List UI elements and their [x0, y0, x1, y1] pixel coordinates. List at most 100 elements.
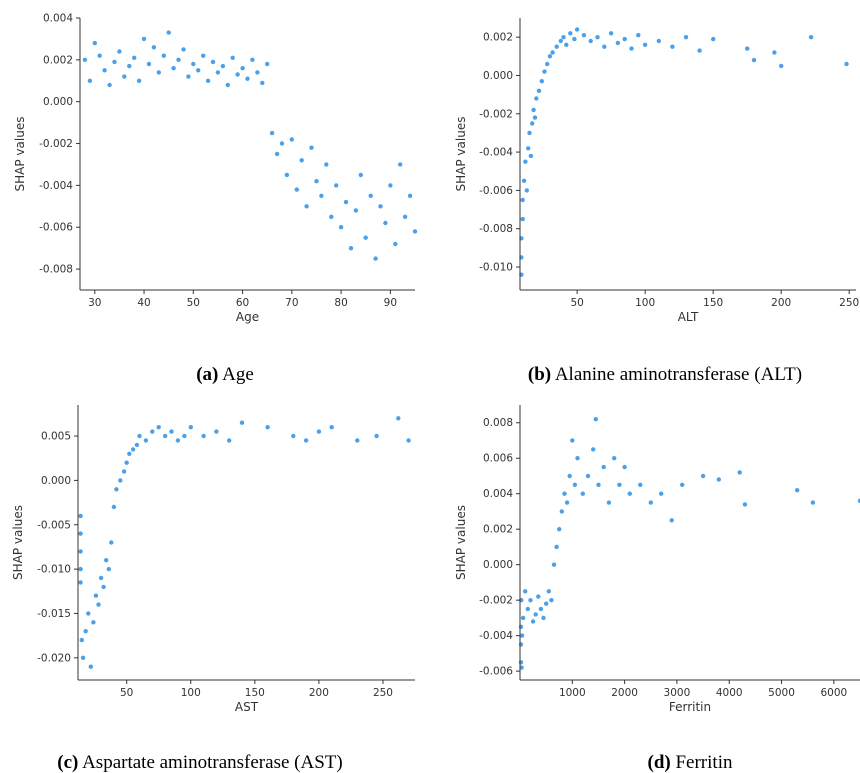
scatter-point — [533, 612, 538, 617]
scatter-point — [808, 35, 814, 40]
x-tick-label: 150 — [703, 297, 723, 309]
scatter-point — [549, 598, 554, 603]
scatter-point — [294, 187, 299, 192]
scatter-point — [716, 477, 721, 482]
scatter-point — [564, 42, 569, 47]
scatter-point — [201, 53, 206, 58]
scatter-point — [104, 558, 109, 563]
scatter-point — [518, 660, 524, 665]
scatter-point — [596, 482, 601, 487]
scatter-point — [374, 433, 379, 439]
scatter-point — [542, 69, 547, 74]
scatter-point — [554, 44, 559, 49]
scatter-point — [87, 78, 93, 84]
scatter-point — [601, 464, 606, 470]
caption-tag: (c) — [57, 752, 78, 773]
scatter-point — [166, 30, 171, 35]
y-axis-label: SHAP values — [454, 117, 468, 192]
scatter-point — [130, 447, 136, 452]
scatter-point — [150, 429, 155, 434]
scatter-point — [93, 593, 99, 598]
scatter-point — [648, 500, 653, 505]
scatter-point — [191, 61, 196, 67]
caption-text: Aspartate aminotransferase (AST) — [78, 752, 342, 773]
scatter-point — [368, 193, 373, 198]
scatter-point — [520, 197, 525, 203]
y-tick-label: -0.005 — [37, 519, 71, 531]
scatter-point — [162, 433, 168, 439]
y-tick-label: 0.002 — [483, 32, 513, 44]
y-tick-label: -0.010 — [37, 564, 71, 576]
scatter-point — [127, 451, 132, 456]
scatter-point — [536, 88, 542, 94]
x-tick-label: 50 — [570, 297, 583, 309]
x-tick-label: 100 — [635, 297, 655, 309]
scatter-point — [88, 664, 94, 669]
scatter-point — [398, 162, 403, 167]
panel-caption: (a) Age — [196, 364, 254, 385]
scatter-point — [78, 531, 83, 536]
scatter-point — [78, 566, 83, 572]
scatter-point — [588, 38, 593, 44]
scatter-point — [274, 151, 280, 157]
scatter-point — [602, 44, 607, 49]
scatter-point — [568, 31, 573, 36]
y-tick-label: 0.000 — [43, 96, 73, 108]
scatter-point — [545, 61, 550, 67]
scatter-point — [669, 518, 674, 523]
scatter-point — [524, 188, 529, 193]
scatter-point — [393, 241, 398, 247]
scatter-point — [136, 78, 142, 84]
scatter-point — [636, 33, 641, 38]
scatter-point — [92, 40, 98, 46]
scatter-point — [240, 66, 245, 71]
scatter-point — [525, 606, 530, 612]
scatter-point — [358, 172, 363, 178]
y-tick-label: -0.010 — [479, 262, 513, 274]
caption-text: Alanine aminotransferase (ALT) — [551, 364, 802, 385]
scatter-point — [329, 214, 334, 219]
scatter-point — [348, 246, 354, 251]
scatter-point — [561, 35, 566, 40]
scatter-point — [388, 183, 393, 188]
scatter-point — [143, 438, 149, 443]
scatter-point — [102, 68, 107, 73]
y-tick-label: -0.004 — [479, 147, 513, 159]
scatter-point — [523, 159, 528, 164]
caption-tag: (a) — [196, 364, 218, 385]
caption-tag: (b) — [528, 364, 551, 385]
scatter-point — [111, 504, 117, 510]
scatter-point — [520, 615, 526, 621]
x-tick-label: 6000 — [820, 687, 847, 699]
scatter-point — [316, 429, 322, 434]
scatter-point — [245, 76, 250, 81]
scatter-point — [78, 549, 83, 554]
scatter-point — [407, 193, 413, 198]
scatter-point — [700, 473, 706, 479]
y-tick-label: 0.008 — [483, 417, 513, 429]
scatter-point — [520, 216, 525, 222]
scatter-point — [299, 158, 304, 163]
scatter-point — [284, 172, 290, 178]
scatter-point — [83, 629, 88, 634]
scatter-point — [531, 107, 536, 113]
scatter-point — [581, 33, 587, 38]
scatter-point — [526, 146, 531, 151]
scatter-point — [137, 433, 142, 439]
y-tick-label: -0.006 — [479, 185, 513, 197]
scatter-point — [595, 35, 600, 40]
x-tick-label: 50 — [120, 687, 133, 699]
scatter-point — [304, 204, 309, 209]
scatter-point — [622, 464, 627, 470]
scatter-point — [591, 447, 596, 452]
y-tick-label: -0.008 — [479, 223, 513, 235]
scatter-point — [638, 482, 643, 487]
scatter-point — [396, 416, 401, 421]
scatter-point — [117, 49, 122, 54]
scatter-point — [151, 45, 157, 50]
scatter-point — [338, 225, 344, 230]
scatter-point — [201, 433, 206, 439]
scatter-point — [585, 473, 591, 479]
scatter-point — [572, 482, 578, 487]
scatter-point — [554, 544, 559, 550]
